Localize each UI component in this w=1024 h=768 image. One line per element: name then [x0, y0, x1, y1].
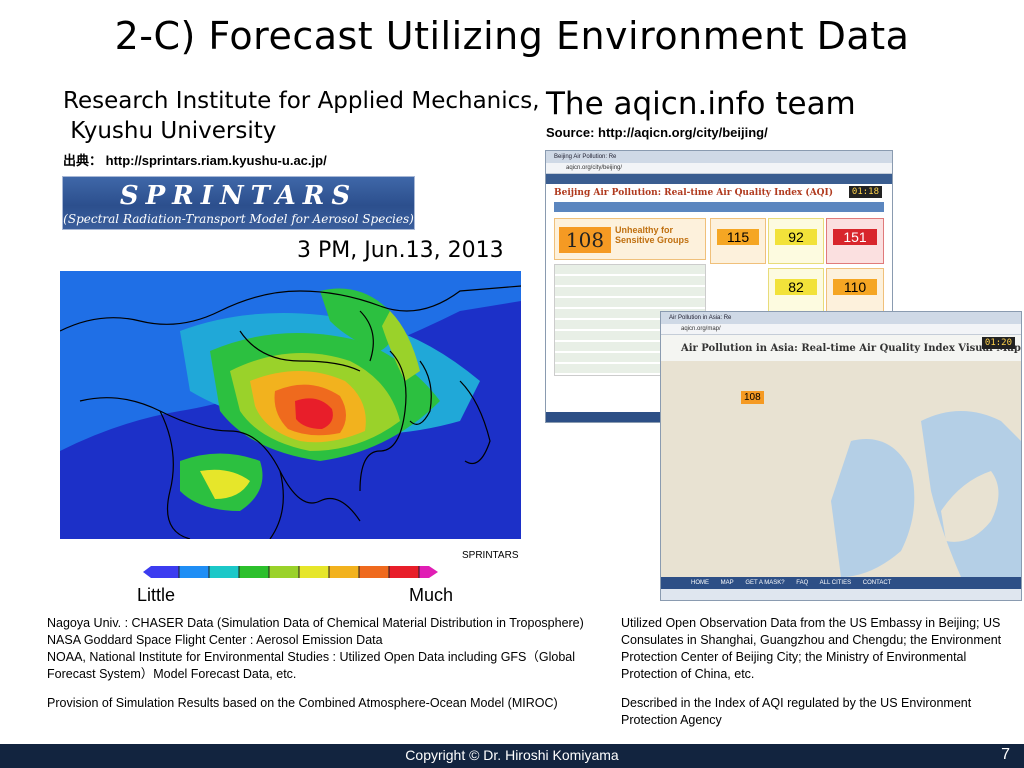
- aerosol-map: [60, 271, 521, 539]
- main-aqi-status: Unhealthy for Sensitive Groups: [615, 225, 690, 245]
- institute-name: Research Institute for Applied Mechanics…: [63, 86, 540, 146]
- address-bar-2: aqicn.org/map/: [661, 324, 1021, 335]
- data-sources-right: Utilized Open Observation Data from the …: [621, 615, 1021, 729]
- city-aqi-4: 82: [768, 268, 824, 314]
- forecast-timestamp: 3 PM, Jun.13, 2013: [297, 238, 504, 263]
- map-header-time: 01:20: [981, 337, 1015, 349]
- source-url[interactable]: http://sprintars.riam.kyushu-u.ac.jp/: [105, 153, 327, 168]
- browser-tab-2: Air Pollution in Asia: Re: [661, 312, 1021, 324]
- city-aqi-1: 115: [710, 218, 766, 264]
- institute-line-1: Research Institute for Applied Mechanics…: [63, 88, 540, 114]
- aqicn-team-title: The aqicn.info team: [546, 86, 856, 122]
- header-time: 01:18: [848, 186, 882, 198]
- aqicn-asia-map-screenshot: Air Pollution in Asia: Re aqicn.org/map/…: [660, 311, 1022, 601]
- country-borders: [60, 285, 521, 539]
- sprintars-logo: SPRINTARS (Spectral Radiation-Transport …: [62, 176, 415, 230]
- nav-mask[interactable]: GET A MASK?: [745, 580, 785, 586]
- note-line: NASA Goddard Space Flight Center : Aeros…: [47, 633, 383, 647]
- page-header: Beijing Air Pollution: Real-time Air Qua…: [554, 188, 833, 198]
- logo-title: SPRINTARS: [119, 181, 358, 211]
- browser-tab: Beijing Air Pollution: Re: [546, 151, 892, 163]
- color-scale-bar: [143, 566, 438, 578]
- map-credit: SPRINTARS: [462, 550, 519, 561]
- scale-high-label: Much: [409, 585, 454, 605]
- note-line: Nagoya Univ. : CHASER Data (Simulation D…: [47, 616, 584, 630]
- city-aqi-value-5: 110: [833, 279, 877, 295]
- city-aqi-value-3: 151: [833, 229, 877, 245]
- note-spacer: [47, 683, 617, 695]
- note-line: Described in the Index of AQI regulated …: [621, 696, 972, 727]
- data-sources-left: Nagoya Univ. : CHASER Data (Simulation D…: [47, 615, 617, 712]
- city-aqi-value-1: 115: [717, 229, 759, 245]
- logo-subtitle: (Spectral Radiation-Transport Model for …: [63, 212, 414, 226]
- main-aqi-value: 108: [559, 227, 611, 253]
- map-page-header: Air Pollution in Asia: Real-time Air Qua…: [681, 343, 1021, 354]
- scale-low-label: Little: [137, 585, 176, 605]
- copyright: Copyright © Dr. Hiroshi Komiyama: [405, 747, 619, 763]
- page-number: 7: [1001, 746, 1010, 763]
- city-aqi-value-4: 82: [775, 279, 817, 295]
- slide-title: 2-C) Forecast Utilizing Environment Data: [114, 14, 910, 58]
- note-spacer: [621, 683, 1021, 695]
- nav-faq[interactable]: FAQ: [796, 580, 809, 586]
- note-line: Provision of Simulation Results based on…: [47, 696, 558, 710]
- city-aqi-2: 92: [768, 218, 824, 264]
- slide-footer: Copyright © Dr. Hiroshi Komiyama 7: [0, 744, 1024, 768]
- institute-line-2: Kyushu University: [63, 118, 277, 144]
- city-aqi-5: 110: [826, 268, 884, 314]
- address-bar: aqicn.org/city/beijing/: [546, 163, 892, 174]
- asia-aqi-map: 108: [661, 361, 1021, 577]
- city-aqi-value-2: 92: [775, 229, 817, 245]
- nav-cities[interactable]: ALL CITIES: [819, 580, 852, 586]
- note-line: Utilized Open Observation Data from the …: [621, 616, 1002, 681]
- nav-home[interactable]: HOME: [691, 580, 709, 586]
- nav-map[interactable]: MAP: [720, 580, 734, 586]
- popup-aqi-value: 108: [741, 391, 764, 404]
- note-line: NOAA, National Institute for Environment…: [47, 650, 576, 681]
- sprintars-source: 出典： http://sprintars.riam.kyushu-u.ac.jp…: [63, 150, 327, 169]
- aqicn-source: Source: http://aqicn.org/city/beijing/: [546, 125, 768, 140]
- main-aqi-panel: 108 Unhealthy for Sensitive Groups: [554, 218, 706, 260]
- source-label: 出典：: [63, 153, 103, 168]
- city-aqi-3: 151: [826, 218, 884, 264]
- nav-contact[interactable]: CONTACT: [862, 580, 892, 586]
